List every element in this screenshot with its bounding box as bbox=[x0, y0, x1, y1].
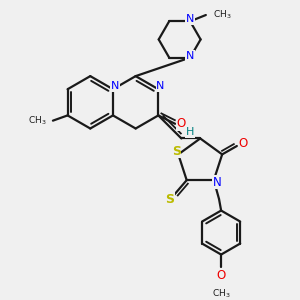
Text: CH$_3$: CH$_3$ bbox=[28, 114, 46, 127]
Text: N: N bbox=[156, 81, 165, 91]
Text: H: H bbox=[186, 127, 194, 137]
Text: O: O bbox=[217, 269, 226, 282]
Text: N: N bbox=[213, 176, 221, 189]
Text: O: O bbox=[177, 117, 186, 130]
Text: N: N bbox=[186, 50, 194, 61]
Text: CH$_3$: CH$_3$ bbox=[212, 287, 230, 299]
Text: N: N bbox=[111, 81, 119, 91]
Text: O: O bbox=[238, 137, 248, 150]
Text: CH$_3$: CH$_3$ bbox=[213, 9, 232, 21]
Text: S: S bbox=[165, 193, 174, 206]
Text: S: S bbox=[172, 145, 181, 158]
Text: N: N bbox=[186, 14, 194, 24]
